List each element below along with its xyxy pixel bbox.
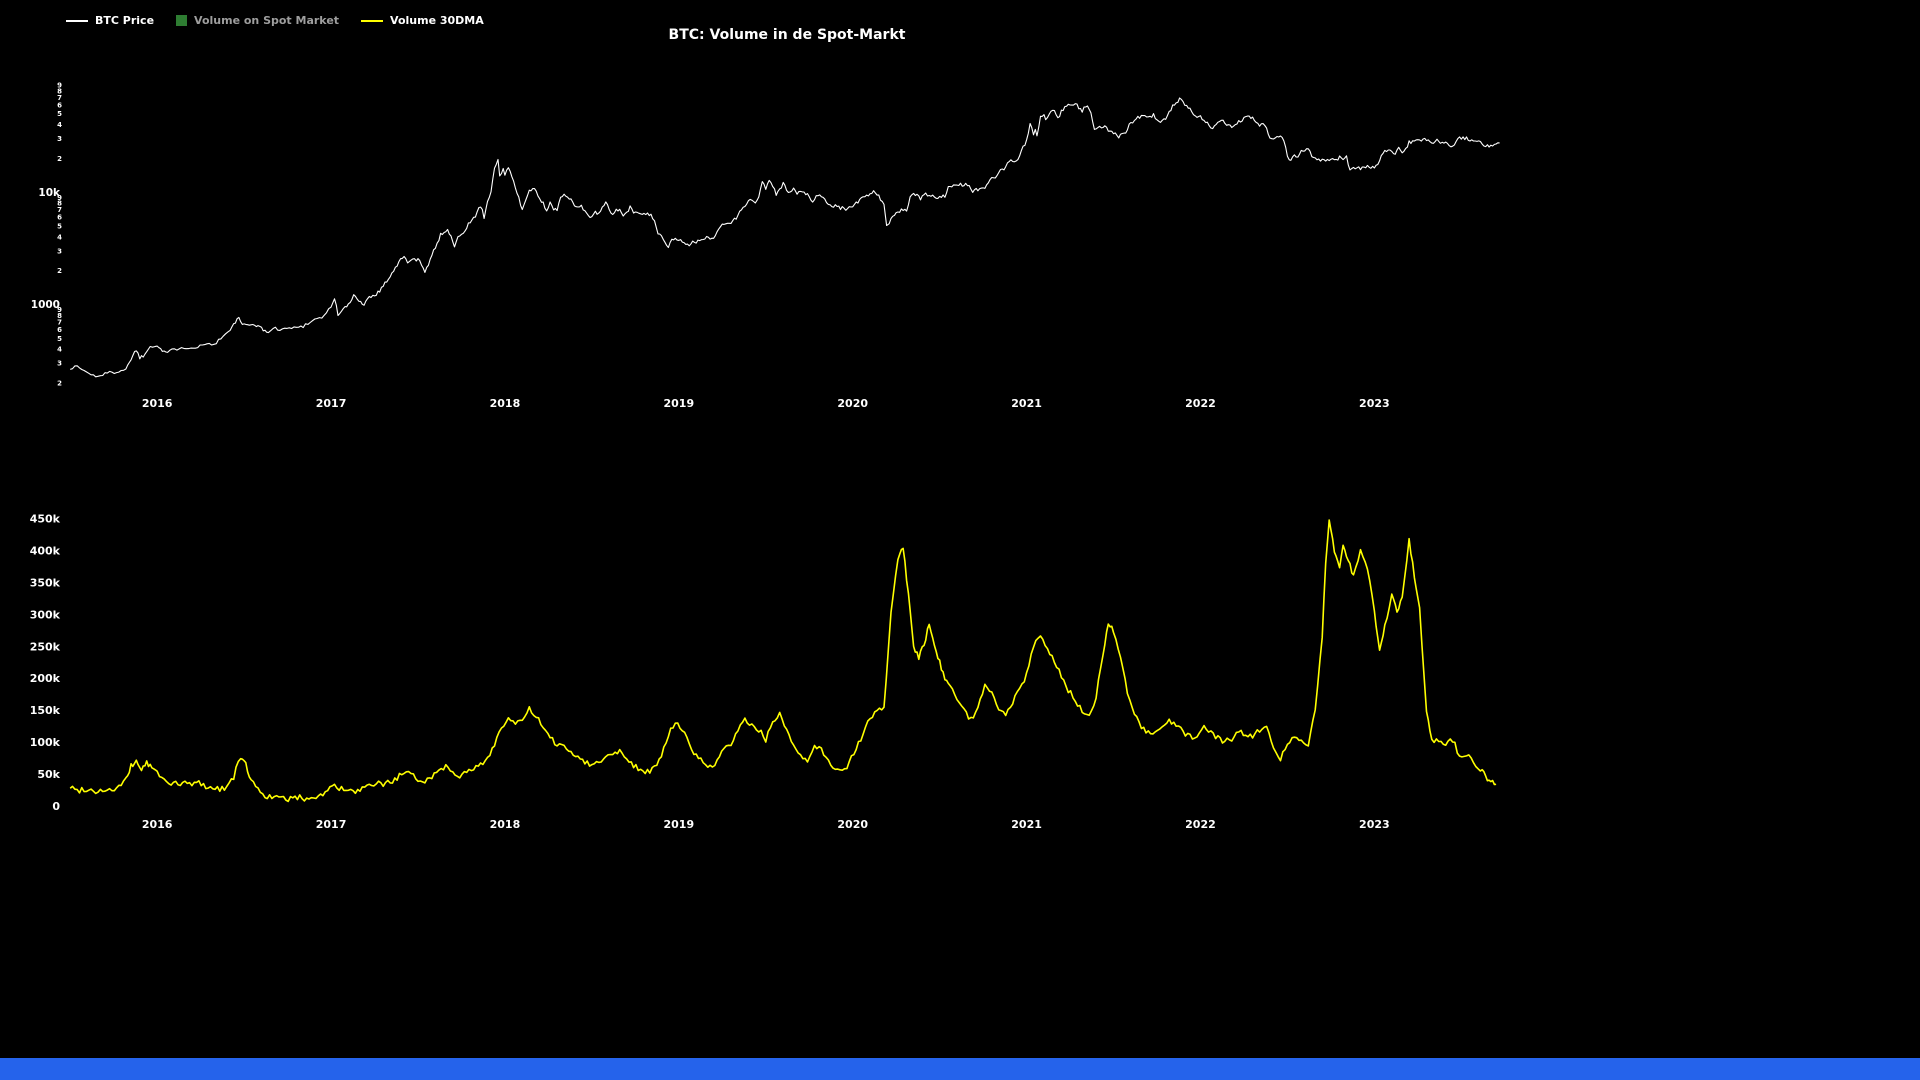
x-tick-label: 2022 xyxy=(1185,397,1216,410)
legend-item-volume-on-spot-market[interactable]: Volume on Spot Market xyxy=(176,14,339,27)
y-tick-minor-label: 3 xyxy=(57,247,62,255)
x-tick-label: 2023 xyxy=(1359,818,1390,831)
y-tick-major-label: 10k xyxy=(38,187,61,199)
x-tick-label: 2018 xyxy=(490,397,521,410)
y-tick-minor-label: 9 xyxy=(57,82,62,90)
y-tick-label: 100k xyxy=(30,736,61,749)
legend-item-volume-30dma[interactable]: Volume 30DMA xyxy=(361,14,484,27)
x-tick-label: 2021 xyxy=(1011,818,1042,831)
volume-30dma-line-icon xyxy=(361,19,384,22)
y-tick-label: 300k xyxy=(30,608,61,621)
y-tick-major-label: 1000 xyxy=(31,299,60,311)
legend-label-volume-on-spot-market: Volume on Spot Market xyxy=(194,14,340,27)
y-tick-minor-label: 8 xyxy=(57,200,62,208)
btc-price-line xyxy=(70,97,1500,378)
y-tick-minor-label: 6 xyxy=(57,101,62,109)
y-tick-minor-label: 2 xyxy=(57,155,62,163)
y-tick-minor-label: 2 xyxy=(57,379,62,387)
x-tick-label: 2020 xyxy=(837,397,868,410)
x-tick-label: 2017 xyxy=(316,818,347,831)
y-tick-label: 50k xyxy=(37,768,60,781)
y-tick-minor-label: 5 xyxy=(57,335,62,343)
y-tick-label: 400k xyxy=(30,545,61,558)
x-tick-label: 2020 xyxy=(837,818,868,831)
y-tick-minor-label: 5 xyxy=(57,110,62,118)
y-tick-minor-label: 4 xyxy=(57,233,62,241)
x-tick-label: 2019 xyxy=(664,397,695,410)
x-tick-label: 2016 xyxy=(142,818,173,831)
x-tick-label: 2018 xyxy=(490,818,521,831)
y-tick-label: 150k xyxy=(30,704,61,717)
volume-30dma-line xyxy=(69,519,1497,803)
y-tick-minor-label: 4 xyxy=(57,121,62,129)
y-tick-label: 0 xyxy=(52,800,60,813)
legend-label-volume-30dma: Volume 30DMA xyxy=(390,14,484,27)
y-tick-label: 250k xyxy=(30,640,61,653)
x-tick-label: 2022 xyxy=(1185,818,1216,831)
y-tick-minor-label: 7 xyxy=(57,94,62,102)
x-tick-label: 2023 xyxy=(1359,397,1390,410)
x-tick-label: 2017 xyxy=(316,397,347,410)
y-tick-minor-label: 7 xyxy=(57,206,62,214)
y-tick-minor-label: 9 xyxy=(57,194,62,202)
volume-on-spot-market-square-icon xyxy=(176,15,188,26)
chart-canvas: 2016 2017 2018 2019 2020 2021 2022 202310k10009… xyxy=(30,82,1500,831)
page-title: BTC: Volume in de Spot-Markt xyxy=(668,27,906,43)
y-tick-label: 350k xyxy=(30,576,61,589)
legend-item-btc-price[interactable]: BTC Price xyxy=(66,14,154,27)
y-tick-minor-label: 3 xyxy=(57,135,62,143)
y-tick-minor-label: 6 xyxy=(57,326,62,334)
y-tick-minor-label: 4 xyxy=(57,346,62,354)
y-tick-minor-label: 3 xyxy=(57,360,62,368)
x-tick-label: 2019 xyxy=(664,818,695,831)
y-tick-minor-label: 8 xyxy=(57,87,62,95)
y-tick-minor-label: 7 xyxy=(57,318,62,326)
x-tick-label: 2021 xyxy=(1011,397,1042,410)
y-tick-minor-label: 2 xyxy=(57,267,62,275)
legend-label-btc-price: BTC Price xyxy=(95,14,155,27)
y-tick-minor-label: 9 xyxy=(57,306,62,314)
y-tick-label: 200k xyxy=(30,672,61,685)
taskbar[interactable] xyxy=(0,1058,1920,1080)
y-tick-label: 450k xyxy=(30,513,61,526)
x-tick-label: 2016 xyxy=(142,397,173,410)
y-tick-minor-label: 6 xyxy=(57,214,62,222)
legend: BTC Price Volume on Spot Market Volume 30D… xyxy=(66,14,484,27)
btc-price-line-icon xyxy=(66,19,88,22)
y-tick-minor-label: 8 xyxy=(57,312,62,320)
y-tick-minor-label: 5 xyxy=(57,223,62,231)
